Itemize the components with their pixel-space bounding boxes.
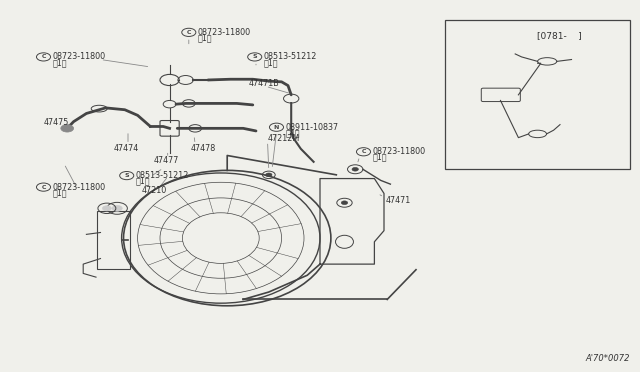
Text: 47212M: 47212M bbox=[268, 134, 300, 143]
Text: 47210: 47210 bbox=[142, 186, 167, 195]
Text: 47031E: 47031E bbox=[470, 121, 500, 130]
Text: N: N bbox=[274, 125, 279, 130]
Text: 08723-11800: 08723-11800 bbox=[52, 52, 106, 61]
Text: 08723-11800: 08723-11800 bbox=[372, 147, 426, 156]
Text: （1）: （1） bbox=[52, 188, 67, 197]
Circle shape bbox=[112, 205, 122, 211]
Text: （1）: （1） bbox=[52, 58, 67, 67]
Text: （4）: （4） bbox=[285, 128, 300, 137]
Text: 47471: 47471 bbox=[385, 196, 410, 205]
Text: C: C bbox=[41, 185, 46, 190]
Text: C: C bbox=[186, 30, 191, 35]
Text: （1）: （1） bbox=[198, 33, 212, 42]
Text: 47472: 47472 bbox=[458, 84, 483, 93]
Text: （1）: （1） bbox=[136, 177, 150, 186]
Text: 08513-51212: 08513-51212 bbox=[264, 52, 317, 61]
Text: C: C bbox=[41, 54, 46, 60]
Text: 47475R: 47475R bbox=[467, 48, 498, 57]
Circle shape bbox=[341, 201, 348, 205]
Circle shape bbox=[352, 167, 358, 171]
Text: 47471B: 47471B bbox=[248, 79, 279, 88]
Text: 47477: 47477 bbox=[154, 156, 179, 165]
Text: 08911-10837: 08911-10837 bbox=[285, 123, 339, 132]
Text: 47478: 47478 bbox=[191, 144, 216, 153]
Text: 47475: 47475 bbox=[44, 118, 69, 126]
Text: S: S bbox=[252, 54, 257, 60]
Text: [0781-    ]: [0781- ] bbox=[538, 31, 582, 40]
Text: A'70*0072: A'70*0072 bbox=[586, 354, 630, 363]
Text: 08513-51212: 08513-51212 bbox=[136, 171, 189, 180]
FancyBboxPatch shape bbox=[445, 20, 630, 169]
Circle shape bbox=[102, 206, 111, 211]
Text: C: C bbox=[361, 149, 366, 154]
Text: 08723-11800: 08723-11800 bbox=[198, 28, 251, 37]
Circle shape bbox=[266, 173, 272, 177]
Text: （1）: （1） bbox=[264, 58, 278, 67]
Text: 47474: 47474 bbox=[114, 144, 139, 153]
Text: （1）: （1） bbox=[372, 153, 387, 162]
Text: 08723-11800: 08723-11800 bbox=[52, 183, 106, 192]
Text: S: S bbox=[124, 173, 129, 178]
Circle shape bbox=[61, 125, 74, 132]
